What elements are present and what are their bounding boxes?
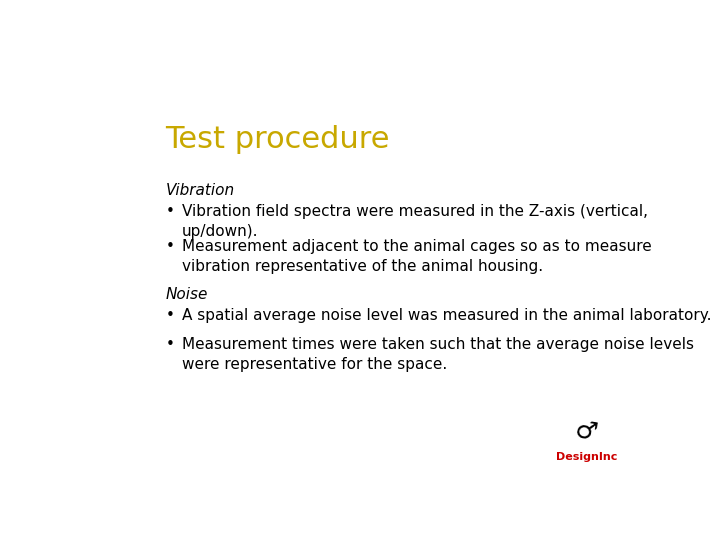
Text: Noise: Noise <box>166 287 207 302</box>
Text: A spatial average noise level was measured in the animal laboratory.: A spatial average noise level was measur… <box>182 308 711 323</box>
Text: •: • <box>166 308 174 323</box>
Text: Vibration field spectra were measured in the Z-axis (vertical,
up/down).: Vibration field spectra were measured in… <box>182 204 648 239</box>
Text: Vibration: Vibration <box>166 183 235 198</box>
Text: •: • <box>166 204 174 219</box>
Text: •: • <box>166 337 174 352</box>
Text: Measurement adjacent to the animal cages so as to measure
vibration representati: Measurement adjacent to the animal cages… <box>182 239 652 274</box>
Text: ♂: ♂ <box>574 418 600 446</box>
Text: DesignInc: DesignInc <box>556 452 617 462</box>
Text: •: • <box>166 239 174 254</box>
Text: Test procedure: Test procedure <box>166 125 390 154</box>
Text: Measurement times were taken such that the average noise levels
were representat: Measurement times were taken such that t… <box>182 337 694 372</box>
